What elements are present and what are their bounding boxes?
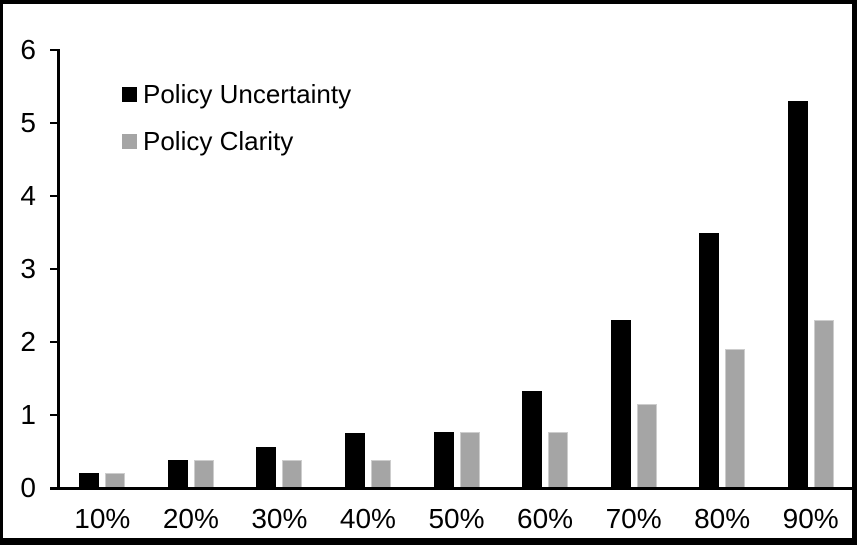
- x-axis-category-label: 50%: [428, 503, 485, 534]
- bar-policy-uncertainty: [699, 232, 720, 489]
- bar-policy-uncertainty: [433, 431, 454, 489]
- y-axis-tick-label: 5: [20, 107, 36, 138]
- bar-policy-uncertainty: [787, 101, 808, 489]
- y-axis-tick-mark: [49, 267, 57, 271]
- y-axis-tick-label: 3: [20, 253, 36, 284]
- legend-swatch-policy-clarity: [122, 133, 137, 149]
- x-axis-category-label: 60%: [517, 503, 574, 534]
- bar-policy-clarity: [725, 349, 746, 489]
- figure-border-left: [0, 0, 3, 545]
- y-axis-tick-label: 6: [20, 34, 36, 65]
- bar-policy-clarity: [548, 431, 569, 489]
- bar-policy-clarity: [105, 473, 126, 489]
- legend: Policy Uncertainty Policy Clarity: [122, 81, 351, 154]
- legend-swatch-policy-uncertainty: [122, 86, 137, 102]
- bar-policy-uncertainty: [79, 473, 100, 489]
- y-axis-tick-label: 1: [20, 399, 36, 430]
- y-axis-tick-label: 2: [20, 326, 36, 357]
- bar-policy-clarity: [193, 460, 214, 489]
- figure-border-top: [0, 0, 857, 4]
- x-axis-category-label: 90%: [782, 503, 839, 534]
- legend-label: Policy Clarity: [143, 126, 294, 156]
- y-axis-tick-mark: [49, 121, 57, 125]
- bar-policy-clarity: [370, 460, 391, 489]
- y-axis-tick-mark: [49, 340, 57, 344]
- y-axis-tick-mark: [49, 194, 57, 198]
- x-axis-category-label: 70%: [605, 503, 662, 534]
- y-axis-tick-mark: [49, 413, 57, 417]
- x-axis-category-label: 80%: [694, 503, 751, 534]
- x-axis-category-label: 10%: [74, 503, 131, 534]
- x-axis-category-label: 40%: [339, 503, 396, 534]
- x-axis-line: [49, 487, 852, 490]
- y-axis-tick-mark: [49, 48, 57, 52]
- x-axis-category-label: 20%: [162, 503, 219, 534]
- y-axis-tick-label: 4: [20, 180, 36, 211]
- x-axis-category-label: 30%: [251, 503, 308, 534]
- bar-policy-clarity: [282, 460, 303, 489]
- legend-label: Policy Uncertainty: [143, 79, 352, 109]
- bar-policy-clarity: [459, 431, 480, 489]
- bar-policy-uncertainty: [344, 433, 365, 489]
- legend-item: Policy Clarity: [122, 128, 351, 154]
- figure-border-right: [852, 0, 857, 545]
- bar-policy-clarity: [636, 404, 657, 489]
- bar-policy-clarity: [813, 320, 834, 489]
- y-axis-line: [57, 48, 60, 490]
- bar-policy-uncertainty: [167, 460, 188, 489]
- bar-policy-uncertainty: [256, 447, 277, 489]
- bar-policy-uncertainty: [522, 390, 543, 489]
- legend-item: Policy Uncertainty: [122, 81, 351, 107]
- figure-border-bottom: [0, 538, 857, 545]
- y-axis-tick-label: 0: [20, 472, 36, 503]
- bar-policy-uncertainty: [610, 320, 631, 489]
